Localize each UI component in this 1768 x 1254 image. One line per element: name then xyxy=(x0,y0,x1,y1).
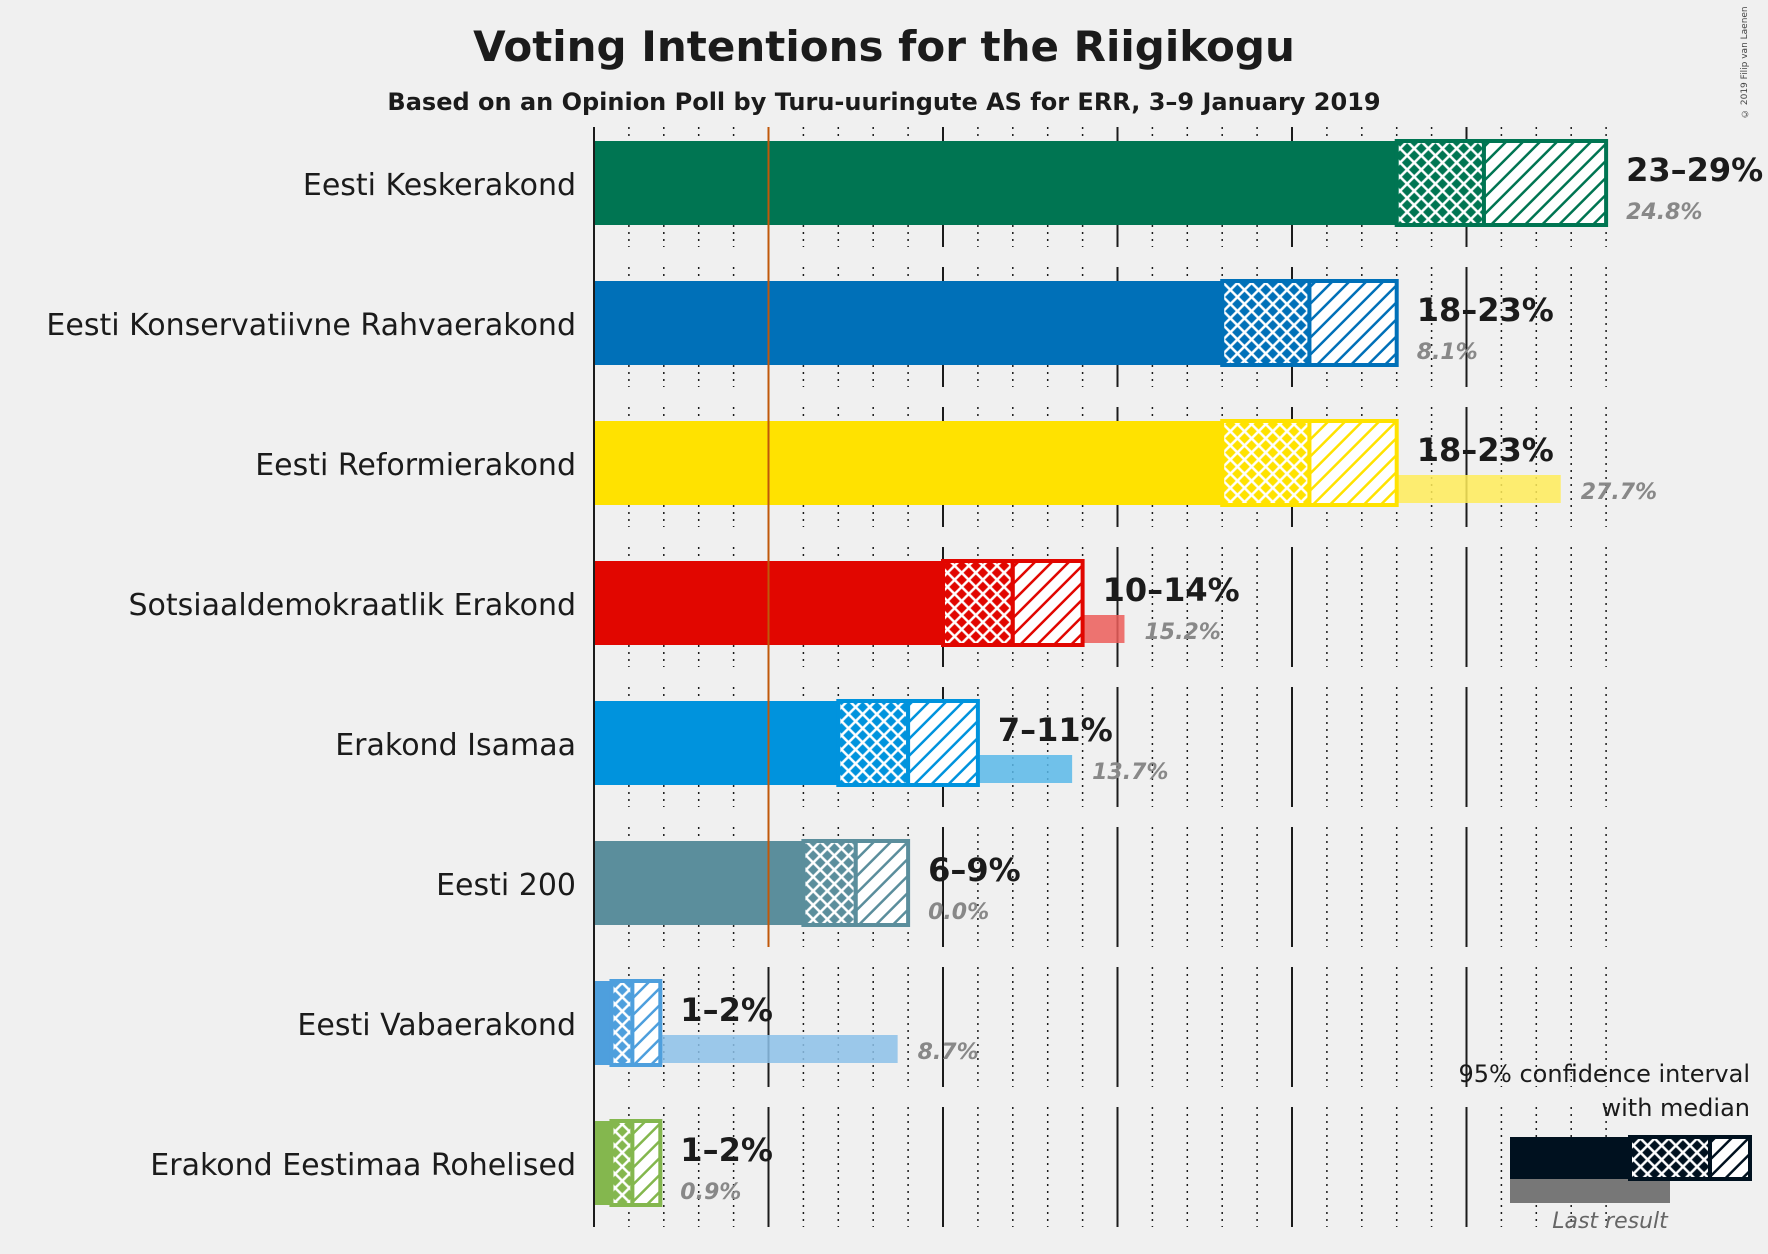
last-result-label: 0.0% xyxy=(928,900,989,925)
ci-low-bar xyxy=(594,1121,612,1205)
party-label: Eesti Keskerakond xyxy=(303,168,576,203)
chart-title: Voting Intentions for the Riigikogu xyxy=(473,22,1295,71)
last-result-label: 8.7% xyxy=(918,1040,979,1065)
party-label: Erakond Isamaa xyxy=(335,728,576,763)
range-label: 18–23% xyxy=(1417,431,1554,469)
legend-crosshatch xyxy=(1628,1135,1712,1181)
ci-lower-half xyxy=(941,559,1015,647)
ci-low-bar xyxy=(594,281,1223,365)
ci-upper-half xyxy=(1307,419,1399,507)
legend-hatch xyxy=(1708,1135,1752,1181)
ci-upper-half xyxy=(853,839,911,927)
ci-lower-half xyxy=(609,979,635,1067)
ci-low-bar xyxy=(594,981,612,1065)
ci-lower-half xyxy=(1394,139,1486,227)
range-label: 10–14% xyxy=(1103,571,1240,609)
ci-upper-half xyxy=(1010,559,1085,647)
ci-lower-half xyxy=(609,1119,635,1207)
legend-solid xyxy=(1510,1137,1630,1179)
last-result-label: 0.9% xyxy=(680,1180,741,1205)
last-result-label: 13.7% xyxy=(1092,760,1168,785)
range-label: 1–2% xyxy=(680,1131,773,1169)
chart-subtitle: Based on an Opinion Poll by Turu-uuringu… xyxy=(387,88,1381,116)
party-label: Eesti Konservatiivne Rahvaerakond xyxy=(46,308,576,343)
ci-low-bar xyxy=(594,701,839,785)
ci-upper-half xyxy=(630,979,663,1067)
range-label: 6–9% xyxy=(928,851,1021,889)
last-result-label: 24.8% xyxy=(1626,200,1702,225)
last-result-label: 15.2% xyxy=(1144,620,1220,645)
ci-upper-half xyxy=(1307,279,1399,367)
party-label: Eesti Reformierakond xyxy=(255,448,576,483)
party-label: Eesti 200 xyxy=(436,868,576,903)
range-label: 18–23% xyxy=(1417,291,1554,329)
range-label: 7–11% xyxy=(998,711,1113,749)
ci-upper-half xyxy=(630,1119,663,1207)
party-label: Erakond Eestimaa Rohelised xyxy=(150,1148,576,1183)
range-label: 1–2% xyxy=(680,991,773,1029)
legend-subtitle: with median xyxy=(1601,1094,1750,1122)
last-result-label: 8.1% xyxy=(1417,340,1478,365)
party-label: Sotsiaaldemokraatlik Erakond xyxy=(128,588,576,623)
ci-lower-half xyxy=(1220,419,1312,507)
ci-low-bar xyxy=(594,421,1223,505)
ci-upper-half xyxy=(1481,139,1609,227)
ci-upper-half xyxy=(906,699,980,787)
party-label: Eesti Vabaerakond xyxy=(297,1008,576,1043)
ci-lower-half xyxy=(801,839,858,927)
ci-lower-half xyxy=(1220,279,1312,367)
ci-low-bar xyxy=(594,141,1397,225)
legend-last-result: Last result xyxy=(1552,1209,1669,1234)
last-result-label: 27.7% xyxy=(1581,480,1657,505)
legend-title: 95% confidence interval xyxy=(1459,1060,1750,1088)
ci-low-bar xyxy=(594,841,804,925)
ci-lower-half xyxy=(836,699,911,787)
range-label: 23–29% xyxy=(1626,151,1763,189)
